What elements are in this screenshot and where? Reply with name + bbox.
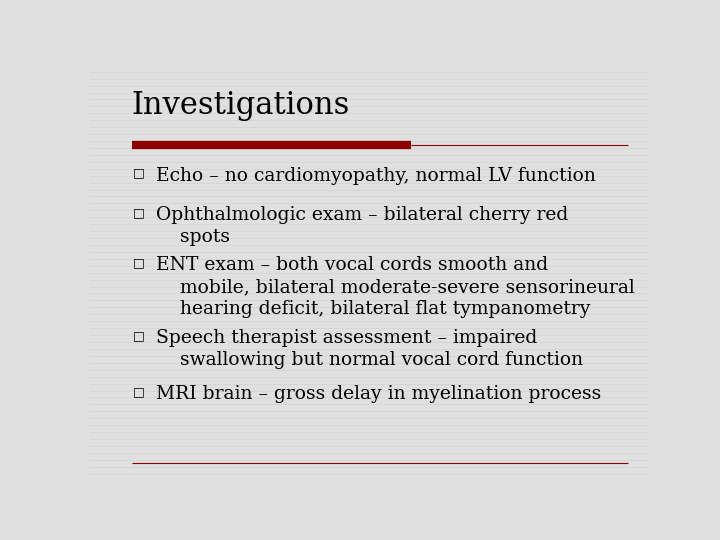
Text: Speech therapist assessment – impaired
    swallowing but normal vocal cord func: Speech therapist assessment – impaired s…	[156, 329, 583, 369]
Text: MRI brain – gross delay in myelination process: MRI brain – gross delay in myelination p…	[156, 385, 601, 403]
Text: □: □	[133, 385, 145, 398]
Text: Investigations: Investigations	[132, 90, 350, 121]
Text: Ophthalmologic exam – bilateral cherry red
    spots: Ophthalmologic exam – bilateral cherry r…	[156, 206, 568, 246]
Text: ENT exam – both vocal cords smooth and
    mobile, bilateral moderate-severe sen: ENT exam – both vocal cords smooth and m…	[156, 256, 634, 319]
Text: □: □	[133, 206, 145, 219]
Text: □: □	[133, 167, 145, 180]
Text: Echo – no cardiomyopathy, normal LV function: Echo – no cardiomyopathy, normal LV func…	[156, 167, 595, 185]
Text: □: □	[133, 256, 145, 269]
Text: □: □	[133, 329, 145, 342]
